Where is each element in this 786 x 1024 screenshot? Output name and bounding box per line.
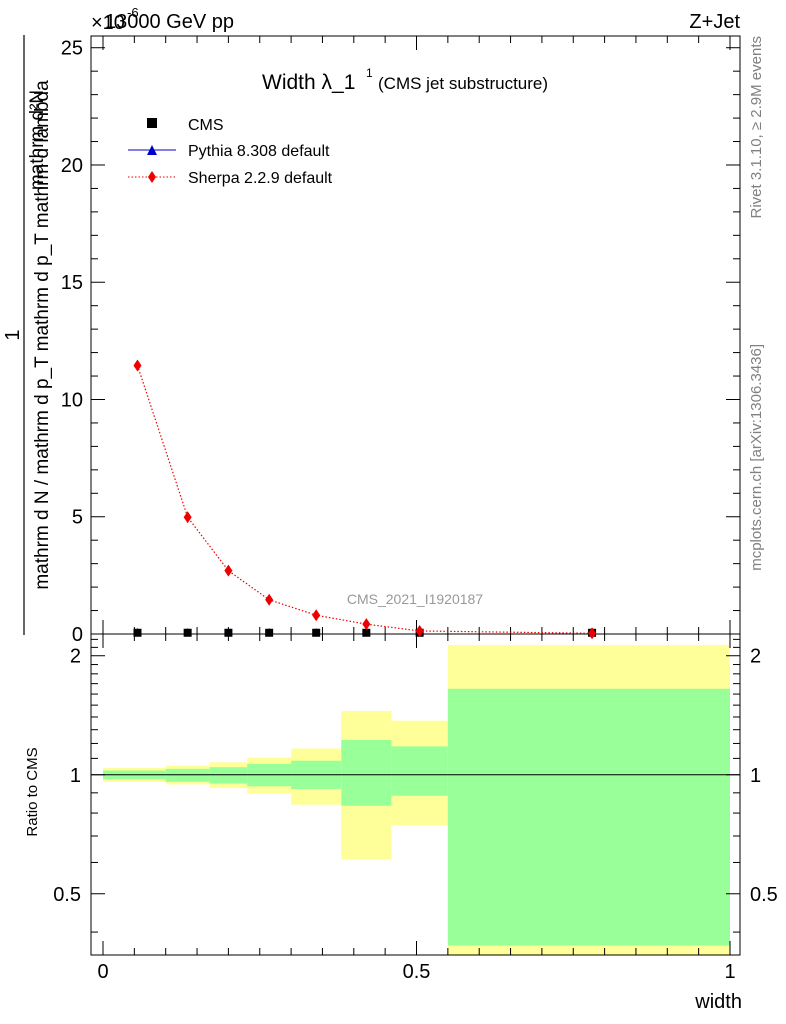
- mcplots-text: mcplots.cern.ch [arXiv:1306.3436]: [748, 344, 765, 571]
- ratio-green-band: [391, 746, 448, 796]
- sherpa-point: [362, 618, 371, 631]
- sherpa-point: [183, 511, 192, 524]
- process-label: Z+Jet: [689, 11, 740, 33]
- ratio-y-tick-label: 1: [70, 765, 81, 787]
- main-y-axis-label: 1 mathrm d N / mathrm d p_T mathrm d p_T…: [2, 35, 53, 635]
- series-layer: [133, 359, 597, 640]
- legend-cms-label: CMS: [188, 117, 224, 134]
- x-axis-label: width: [694, 991, 742, 1013]
- ratio-bands: [103, 644, 730, 955]
- ratio-green-band: [209, 767, 248, 784]
- sherpa-point: [265, 593, 274, 606]
- main-y-tick-label: 5: [72, 507, 83, 529]
- ratio-green-band: [447, 688, 730, 946]
- main-y-tick-label: 0: [72, 624, 83, 646]
- ratio-y-tick-label-right: 0.5: [750, 884, 778, 906]
- y-label-numerator: 1: [2, 329, 24, 340]
- legend-pythia-label: Pythia 8.308 default: [188, 143, 330, 160]
- main-y-tick-label: 20: [61, 155, 83, 177]
- main-y-tick-label: 10: [61, 389, 83, 411]
- y-label-top: mathrm d²N: [27, 90, 48, 190]
- energy-label: 13000 GeV pp: [105, 11, 234, 33]
- ratio-y-ticks: 0.5 0.5 1 1 2 2: [53, 638, 778, 933]
- exponent-label: ×10: [91, 12, 125, 34]
- sherpa-point: [415, 624, 424, 637]
- cms-point: [362, 628, 371, 637]
- main-y-tick-label: 25: [61, 38, 83, 60]
- sherpa-line: [136, 365, 593, 634]
- analysis-watermark: CMS_2021_I1920187: [347, 591, 483, 607]
- cms-point: [224, 628, 233, 637]
- legend-cms-marker: [147, 118, 157, 128]
- ratio-y-label: Ratio to CMS: [24, 747, 41, 836]
- ratio-x-tick-label: 0: [97, 961, 108, 983]
- main-y-axis-label-top: mathrm d²N: [27, 90, 48, 190]
- ratio-green-band: [341, 739, 392, 806]
- chart-title: Width λ_1: [262, 71, 355, 94]
- ratio-green-band: [165, 768, 210, 782]
- sherpa-point: [588, 627, 597, 640]
- legend: CMS Pythia 8.308 default Sherpa 2.2.9 de…: [128, 117, 333, 187]
- ratio-x-tick-label: 1: [724, 961, 735, 983]
- legend-pythia-marker: [147, 145, 157, 155]
- cms-point: [312, 628, 321, 637]
- main-y-tick-label: 15: [61, 272, 83, 294]
- cms-point: [183, 628, 192, 637]
- cms-point: [133, 628, 142, 637]
- legend-sherpa-label: Sherpa 2.2.9 default: [188, 170, 333, 187]
- sherpa-point: [312, 609, 321, 622]
- chart-title-sup: 1: [366, 66, 373, 80]
- ratio-x-tick-label: 0.5: [403, 961, 431, 983]
- ratio-y-tick-label: 0.5: [53, 884, 81, 906]
- chart-subtitle: (CMS jet substructure): [378, 74, 548, 93]
- main-y-ticks: 0 5 10 15 20 25: [61, 38, 740, 646]
- ratio-y-tick-label-right: 2: [750, 646, 761, 668]
- sherpa-point: [133, 359, 142, 372]
- ratio-plot-frame: [90, 633, 741, 956]
- exponent-power: -6: [127, 5, 139, 20]
- rivet-text: Rivet 3.1.10, ≥ 2.9M events: [748, 36, 765, 219]
- sherpa-point: [224, 564, 233, 577]
- main-x-ticks: [102, 36, 731, 634]
- legend-sherpa-marker: [148, 171, 156, 183]
- y-label-denominator: mathrm d N / mathrm d p_T mathrm d p_T m…: [32, 80, 53, 590]
- ratio-y-tick-label-right: 1: [750, 765, 761, 787]
- cms-point: [265, 628, 274, 637]
- ratio-y-tick-label: 2: [70, 646, 81, 668]
- ratio-x-ticks: 0 0.5 1: [97, 634, 736, 983]
